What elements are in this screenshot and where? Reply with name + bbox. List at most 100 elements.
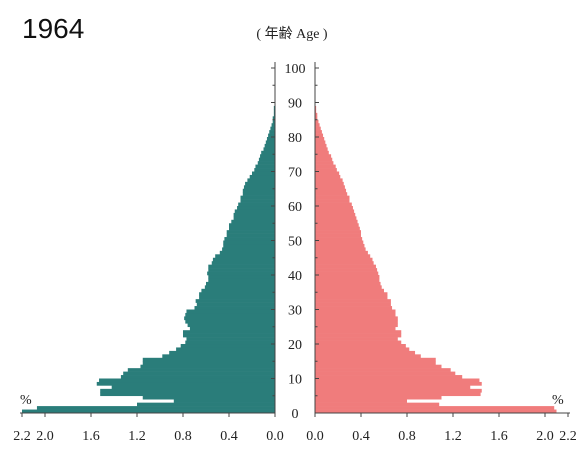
male-bar [123, 371, 275, 376]
female-bar [315, 347, 410, 352]
female-bar [315, 240, 364, 245]
male-bar [272, 116, 275, 121]
female-bar [315, 319, 398, 324]
age-tick-label: 70 [288, 166, 302, 181]
age-tick-label: 0 [292, 407, 299, 422]
x-tick-label: 1.2 [128, 429, 146, 444]
female-bar [315, 192, 348, 196]
age-tick-label: 40 [288, 269, 302, 284]
female-bar [315, 150, 329, 155]
female-bar [315, 302, 391, 307]
female-bar [315, 126, 321, 131]
female-bar [315, 237, 363, 241]
male-bar [229, 223, 275, 227]
male-bar [238, 202, 275, 207]
female-bar [315, 357, 436, 362]
x-tick-label: 0.4 [352, 429, 370, 444]
male-bar [176, 347, 275, 352]
female-bar [315, 388, 482, 393]
female-bar [315, 350, 416, 355]
female-bar [315, 202, 352, 207]
male-bar [185, 340, 275, 345]
male-bar [183, 330, 275, 334]
female-bar [315, 105, 317, 110]
male-bar [240, 195, 275, 200]
male-bar [195, 299, 275, 303]
male-bar [183, 333, 275, 338]
x-tick-label: 0.4 [220, 429, 238, 444]
male-bar [263, 147, 275, 152]
age-tick-label: 100 [285, 62, 306, 77]
male-bar [245, 181, 275, 186]
male-bar [204, 285, 275, 290]
axes [20, 62, 570, 414]
male-bar [215, 254, 275, 259]
female-bar [315, 312, 396, 317]
male-bar [273, 112, 275, 117]
male-bar [142, 361, 275, 365]
female-bar [315, 395, 442, 400]
female-bar [315, 361, 436, 365]
female-bar [315, 409, 557, 414]
male-bar [231, 219, 275, 224]
male-bar [137, 402, 275, 407]
male-bar [199, 295, 275, 300]
female-bar [315, 230, 361, 234]
female-bar [315, 174, 341, 179]
female-bar [315, 181, 344, 186]
male-bars [22, 105, 276, 414]
male-bar [180, 344, 275, 348]
x-tick-label: 0.8 [174, 429, 192, 444]
female-bar [315, 233, 361, 238]
male-bar [206, 281, 275, 286]
female-bar [315, 261, 374, 265]
age-axis-label: ( 年齢 Age ) [256, 26, 327, 42]
age-tick-labels: 0 10 20 30 40 50 60 70 80 90 100 [271, 62, 319, 422]
male-bar [169, 350, 275, 355]
female-bar [315, 378, 480, 383]
male-bar [273, 105, 275, 110]
male-bar [140, 364, 275, 369]
male-bar [111, 385, 275, 390]
female-bar [315, 381, 482, 386]
female-bar [315, 268, 378, 272]
male-bar [194, 306, 275, 310]
male-bar [142, 357, 275, 362]
female-bar [315, 316, 398, 321]
unit-symbol-right: % [552, 393, 564, 408]
male-bar [186, 337, 275, 341]
female-bar [315, 299, 391, 303]
male-bar [249, 174, 275, 179]
female-bar [315, 295, 388, 300]
male-bar [208, 264, 275, 269]
male-bar [173, 399, 275, 403]
female-bar [315, 340, 402, 345]
x-tick-label: 0.0 [306, 429, 324, 444]
female-bar [315, 112, 318, 117]
female-bar [315, 161, 334, 165]
female-bar [315, 371, 456, 376]
female-bar [315, 133, 324, 138]
x-tick-label: 2.2 [559, 429, 577, 444]
female-bar [315, 216, 357, 221]
male-bar [258, 157, 275, 162]
male-bar [233, 216, 275, 221]
female-bar [315, 178, 343, 183]
female-bar [315, 247, 366, 252]
male-bar [99, 378, 275, 383]
male-bar [196, 302, 275, 307]
female-bar [315, 364, 442, 369]
male-bar [247, 178, 275, 183]
male-bar [234, 209, 275, 214]
age-tick-label: 80 [288, 131, 302, 146]
female-bar [315, 147, 328, 152]
male-bar [96, 381, 275, 386]
female-bar [315, 143, 327, 148]
female-bar [315, 119, 319, 124]
male-bar [264, 143, 275, 148]
female-bar [315, 154, 332, 158]
male-bar [189, 326, 275, 331]
male-bar [255, 164, 275, 169]
male-bar [142, 395, 275, 400]
